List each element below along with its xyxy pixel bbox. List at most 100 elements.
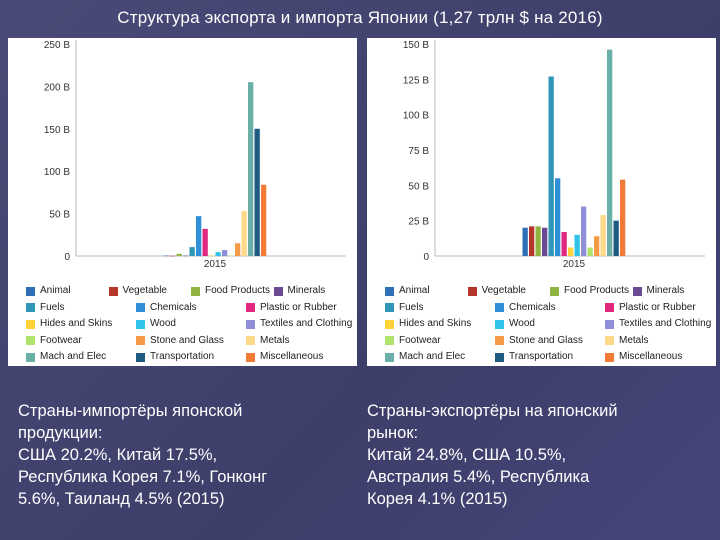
legend-swatch	[385, 303, 394, 313]
legend-swatch	[605, 303, 614, 313]
legend-item: Transportation	[495, 349, 605, 366]
bar-metals	[241, 211, 247, 256]
legend-label: Stone and Glass	[509, 334, 583, 346]
legend-swatch	[136, 319, 145, 329]
legend-label: Vegetable	[481, 285, 527, 296]
legend-item: Metals	[605, 333, 715, 350]
legend-item: Chemicals	[136, 300, 246, 317]
legend-item: Hides and Skins	[26, 316, 136, 333]
legend-label: Footwear	[399, 334, 441, 346]
legend-item: Chemicals	[495, 300, 605, 317]
legend-swatch	[273, 286, 283, 296]
legend-label: Chemicals	[150, 301, 197, 313]
export-chart-panel: 0 25 B 50 B 75 B 100 B 125 B 150 B 2015 Animal V…	[367, 38, 716, 366]
legend-swatch	[467, 286, 477, 296]
legend-item: Food Products	[550, 283, 633, 300]
y-tick-label: 250 B	[44, 40, 70, 51]
import-chart-legend: Animal Vegetable Food Products Minerals Fuel…	[26, 283, 356, 366]
legend-row: Fuels Chemicals Plastic or Rubber	[26, 300, 356, 317]
bar-wood	[574, 234, 580, 256]
legend-label: Fuels	[40, 301, 65, 313]
legend-item: Mach and Elec	[26, 349, 136, 366]
legend-swatch	[136, 352, 145, 362]
bar-vegetable	[170, 255, 176, 257]
legend-item: Miscellaneous	[605, 349, 715, 366]
bar-hides-and-skins	[568, 247, 574, 256]
legend-label: Wood	[150, 318, 176, 329]
legend-item: Vegetable	[108, 283, 192, 300]
legend-item: Minerals	[273, 283, 357, 300]
y-tick-label: 100 B	[403, 111, 429, 122]
bar-minerals	[183, 255, 189, 257]
legend-item: Food Products	[191, 283, 274, 300]
legend-label: Minerals	[646, 285, 685, 296]
legend-swatch	[246, 303, 255, 313]
bar-chemicals	[555, 178, 561, 256]
legend-swatch	[605, 352, 614, 362]
legend-row: Animal Vegetable Food Products Minerals	[26, 283, 356, 300]
legend-item: Animal	[26, 283, 109, 300]
bar-transportation	[613, 220, 619, 256]
bar-mach-and-elec	[607, 49, 613, 256]
legend-item: Animal	[385, 283, 468, 300]
exporter-countries-caption: Страны-экспортёры на японский рынок: Кит…	[367, 402, 618, 508]
legend-row: Hides and Skins Wood Textiles and Clothing	[385, 316, 715, 333]
y-tick-label: 50 B	[49, 210, 70, 221]
legend-row: Footwear Stone and Glass Metals	[26, 333, 356, 350]
legend-label: Textiles and Clothing	[260, 318, 353, 329]
bar-stone-and-glass	[594, 236, 600, 256]
legend-label: Miscellaneous	[260, 351, 324, 362]
legend-item: Textiles and Clothing	[605, 316, 715, 333]
legend-label: Food Products	[205, 285, 271, 296]
bar-metals	[600, 215, 606, 256]
y-tick-label: 150 B	[44, 125, 70, 136]
legend-row: Hides and Skins Wood Textiles and Clothing	[26, 316, 356, 333]
bar-footwear	[228, 255, 234, 257]
legend-label: Textiles and Clothing	[619, 318, 712, 329]
y-tick-label: 200 B	[44, 82, 70, 93]
bar-hides-and-skins	[209, 255, 215, 257]
x-tick-label: 2015	[563, 259, 586, 270]
bar-footwear	[587, 247, 593, 256]
legend-label: Metals	[619, 334, 649, 346]
legend-swatch	[605, 319, 614, 329]
legend-swatch	[385, 352, 394, 362]
legend-item: Stone and Glass	[495, 333, 605, 350]
legend-label: Animal	[399, 285, 430, 296]
legend-swatch	[550, 286, 559, 296]
legend-swatch	[246, 352, 255, 362]
legend-swatch	[191, 286, 200, 296]
legend-label: Miscellaneous	[619, 351, 683, 362]
legend-item: Miscellaneous	[246, 349, 356, 366]
legend-label: Metals	[260, 334, 290, 346]
legend-swatch	[26, 303, 35, 313]
export-chart-legend: Animal Vegetable Food Products Minerals Fuel…	[385, 283, 715, 366]
bar-mach-and-elec	[248, 82, 254, 256]
legend-swatch	[136, 336, 145, 346]
legend-swatch	[26, 286, 35, 296]
bar-food-products	[176, 253, 182, 256]
legend-label: Vegetable	[122, 285, 168, 296]
bar-fuels	[548, 76, 554, 256]
y-tick-label: 0	[423, 252, 429, 263]
bar-textiles-and-clothing	[581, 206, 587, 256]
legend-label: Transportation	[150, 351, 215, 362]
legend-label: Minerals	[287, 285, 326, 296]
legend-item: Plastic or Rubber	[605, 300, 715, 317]
bar-textiles-and-clothing	[222, 250, 228, 256]
legend-item: Stone and Glass	[136, 333, 246, 350]
legend-row: Footwear Stone and Glass Metals	[385, 333, 715, 350]
legend-item: Wood	[495, 316, 605, 333]
legend-row: Fuels Chemicals Plastic or Rubber	[385, 300, 715, 317]
legend-item: Wood	[136, 316, 246, 333]
legend-swatch	[495, 303, 504, 313]
legend-swatch	[605, 336, 614, 346]
legend-row: Animal Vegetable Food Products Minerals	[385, 283, 715, 300]
y-tick-label: 150 B	[403, 40, 429, 51]
legend-item: Footwear	[26, 333, 136, 350]
legend-swatch	[136, 303, 145, 313]
legend-label: Hides and Skins	[40, 318, 113, 329]
legend-row: Mach and Elec Transportation Miscellaneous	[26, 349, 356, 366]
y-tick-label: 75 B	[408, 146, 429, 157]
y-tick-label: 125 B	[403, 75, 429, 86]
